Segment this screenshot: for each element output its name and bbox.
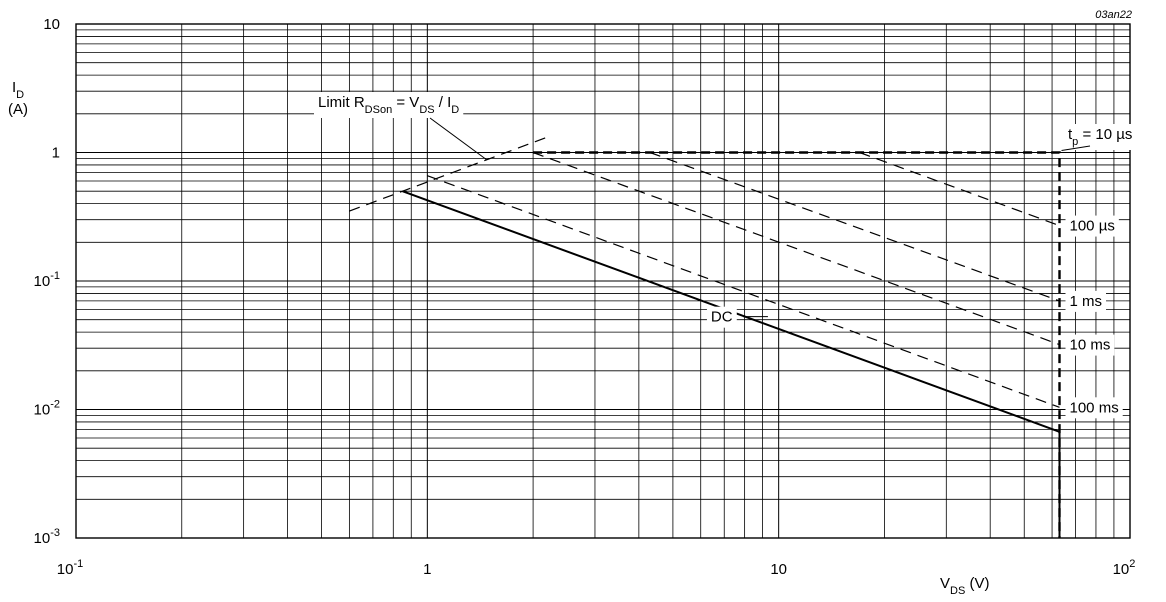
label-layer: 10 1 10-1 10-2 10-3 10-1 1 10 102 ID(A) VDS (V) 03a…: [8, 9, 1137, 597]
x-tick-label: 10-1: [57, 558, 83, 578]
x-tick-label: 10: [770, 561, 787, 578]
curve-label-bg: [1065, 334, 1115, 356]
limit-label: Limit RDSon = VDS / ID: [314, 92, 464, 118]
series-1-ms: [649, 151, 1060, 302]
dc-label: DC: [706, 306, 737, 328]
tp-label-text: tp = 10 µs: [1068, 126, 1132, 148]
y-axis-unit: (A): [8, 101, 28, 118]
y-tick-label: 10-2: [34, 399, 60, 419]
plot-frame-rect: [75, 23, 1131, 539]
y-tick-label: 1: [52, 145, 60, 162]
curve-label-bg: [1065, 397, 1123, 419]
curve-label-text: 1 ms: [1070, 293, 1103, 310]
y-axis-label: ID: [12, 79, 24, 101]
x-tick-label: 102: [1113, 558, 1136, 578]
tp-leader: [1061, 145, 1091, 151]
x-axis-label: VDS (V): [940, 575, 989, 597]
plot-frame: [75, 23, 1131, 539]
curve-label-text: 100 ms: [1070, 399, 1119, 416]
tp-label: tp = 10 µs: [1064, 124, 1137, 150]
limit-leader: [429, 117, 488, 161]
x-tick-label: 1: [423, 561, 431, 578]
series-layer: [349, 136, 1061, 538]
curve-label-text: 100 µs: [1070, 218, 1115, 235]
curve-label: 1 ms: [1065, 290, 1107, 312]
tp-label-bg: [1064, 124, 1137, 150]
curve-label-text: 10 ms: [1070, 337, 1111, 354]
y-tick-label: 10: [43, 16, 60, 33]
series-10-ms: [532, 151, 1060, 346]
limit-label-text: Limit RDSon = VDS / ID: [318, 94, 459, 116]
curve-label-bg: [1065, 290, 1107, 312]
curve-label: 10 ms: [1065, 334, 1115, 356]
curve-label: 100 ms: [1065, 397, 1123, 419]
dc-label-bg: [706, 306, 737, 328]
dc-label-text: DC: [711, 309, 733, 326]
curve-label-bg: [1065, 215, 1119, 237]
curve-label: 100 µs: [1065, 215, 1119, 237]
series-100-ms: [427, 175, 1060, 408]
limit-label-bg: [314, 92, 464, 118]
y-tick-label: 10-3: [34, 527, 60, 547]
y-tick-label: 10-1: [34, 270, 60, 290]
series-t-p-10-s: [533, 151, 1061, 538]
series-dc: [402, 190, 1061, 538]
figure-code: 03an22: [1095, 9, 1132, 21]
series-limit: [349, 136, 548, 212]
series-100-s: [859, 151, 1060, 227]
grid: [75, 24, 1130, 539]
